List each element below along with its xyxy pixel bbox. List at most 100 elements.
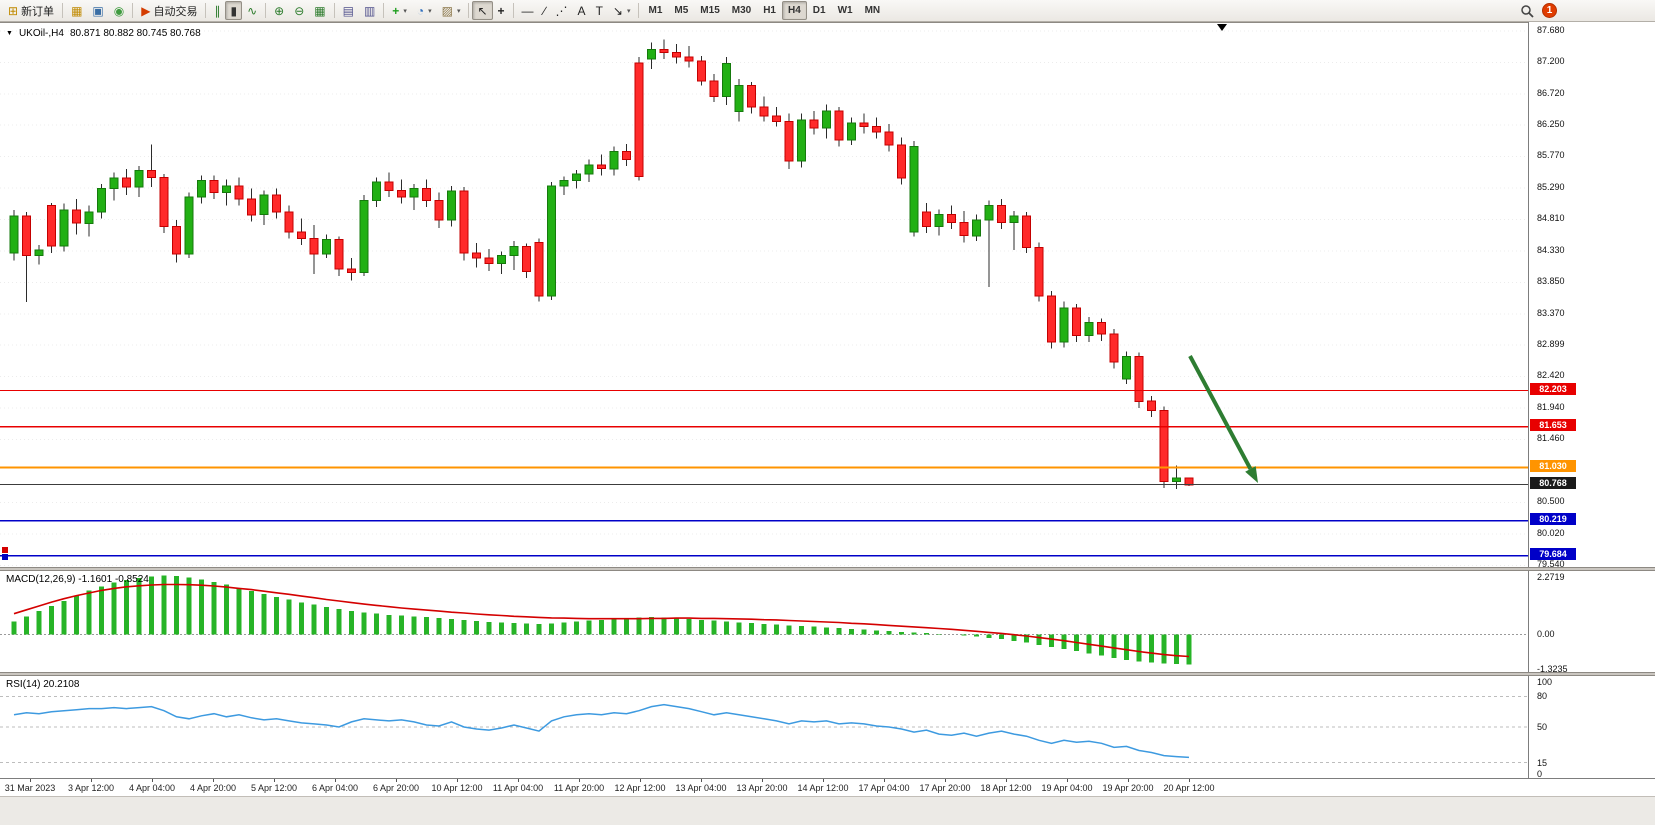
price-axis: 87.680 87.200 86.720 86.250 85.770 85.290 84.8… xyxy=(1528,22,1655,779)
time-tick-label: 17 Apr 20:00 xyxy=(919,783,971,793)
bottom-strip xyxy=(0,796,1655,825)
price-tick-label: 83.370 xyxy=(1537,307,1565,318)
rsi-tick-label: 0 xyxy=(1537,769,1543,779)
time-tick-label: 6 Apr 20:00 xyxy=(372,783,420,793)
candlestick-button[interactable]: ▮ xyxy=(225,1,243,20)
macd-pane[interactable]: MACD(12,26,9) -1.1601 -0.8524 xyxy=(0,571,1528,672)
period-button-dropdown-caret[interactable]: ▾ xyxy=(428,7,432,15)
time-tick-mark xyxy=(213,779,214,782)
time-tick-label: 3 Apr 12:00 xyxy=(67,783,115,793)
line-chart-icon: ∿ xyxy=(247,3,258,18)
price-badge: 81.653 xyxy=(1530,418,1576,431)
notification-badge[interactable]: 1 xyxy=(1542,3,1557,18)
template-button[interactable]: ▨ ▾ xyxy=(437,1,466,20)
new-order-button[interactable]: ⊞ 新订单 xyxy=(3,1,59,20)
price-tick-label: 87.200 xyxy=(1537,56,1565,67)
zoom-out-icon: ⊖ xyxy=(294,3,305,18)
profiles-button[interactable]: ▣ xyxy=(87,1,108,20)
indicators-window-button[interactable]: ▤ xyxy=(338,1,359,20)
symbol-title: UKOil-,H4 xyxy=(18,28,64,39)
tf-m15-button[interactable]: M15 xyxy=(694,1,725,20)
tf-mn-button[interactable]: MN xyxy=(859,1,887,20)
cursor-button[interactable]: ↖ xyxy=(472,1,493,20)
text-label-icon: T xyxy=(595,3,603,18)
crosshair-button[interactable]: + xyxy=(493,1,510,20)
time-tick-label: 11 Apr 04:00 xyxy=(492,783,544,793)
tf-d1-button[interactable]: D1 xyxy=(807,1,832,20)
fibonacci-button[interactable]: ⋰ xyxy=(551,1,573,20)
arrows-button-dropdown-caret[interactable]: ▾ xyxy=(626,7,631,15)
toolbar-right: 1 xyxy=(1520,3,1652,18)
time-tick-label: 14 Apr 12:00 xyxy=(797,783,849,793)
candlestick-icon: ▮ xyxy=(230,3,238,18)
collapse-arrow-icon[interactable]: ▼ xyxy=(6,30,13,37)
arrow-tools-icon: ↘ xyxy=(612,3,623,18)
time-tick-label: 19 Apr 20:00 xyxy=(1102,783,1154,793)
time-tick-mark xyxy=(1067,779,1068,782)
navigator-button[interactable]: ◉ xyxy=(109,1,129,20)
tf-m5-button[interactable]: M5 xyxy=(668,1,694,20)
bar-chart-button[interactable]: ∥ xyxy=(209,1,225,20)
crosshair-icon: + xyxy=(497,3,505,18)
arrows-button[interactable]: ↘ ▾ xyxy=(608,1,636,20)
new-order-icon: ⊞ xyxy=(8,3,19,18)
toolbar-separator xyxy=(638,3,640,18)
price-badge: 81.030 xyxy=(1530,459,1576,472)
time-tick-label: 31 Mar 2023 xyxy=(4,783,56,793)
price-tick-label: 82.420 xyxy=(1537,370,1565,381)
auto-trading-button[interactable]: ▶ 自动交易 xyxy=(136,1,202,20)
tf-m5-button-label: M5 xyxy=(674,5,689,16)
add-indicator-button[interactable]: + ▾ xyxy=(387,1,412,20)
add-indicator-button-dropdown-caret[interactable]: ▾ xyxy=(403,7,407,15)
tf-w1-button[interactable]: W1 xyxy=(832,1,859,20)
toolbar-separator xyxy=(383,3,385,18)
tf-h4-button[interactable]: H4 xyxy=(782,1,807,20)
toolbar-separator xyxy=(265,3,267,18)
main-chart-pane[interactable]: ▼ UKOil-,H4 80.871 80.882 80.745 80.768 xyxy=(0,22,1528,567)
time-tick-label: 5 Apr 12:00 xyxy=(250,783,298,793)
time-tick-mark xyxy=(457,779,458,782)
period-button[interactable]: ◔ ▾ xyxy=(412,1,437,20)
price-tick-label: 86.250 xyxy=(1537,118,1565,129)
pane-splitter-macd[interactable] xyxy=(0,567,1655,571)
rsi-label: RSI(14) 20.2108 xyxy=(6,679,80,690)
navigator-icon: ◉ xyxy=(113,3,125,18)
price-tick-label: 79.540 xyxy=(1537,559,1565,570)
zoom-out-button[interactable]: ⊖ xyxy=(289,1,309,20)
tf-m30-button[interactable]: M30 xyxy=(726,1,757,20)
rsi-pane[interactable]: RSI(14) 20.2108 xyxy=(0,676,1528,778)
ohlc-bars-icon: ∥ xyxy=(214,3,221,18)
charts-button[interactable]: ▦ xyxy=(66,1,87,20)
line-chart-button[interactable]: ∿ xyxy=(242,1,262,20)
price-badge: 80.219 xyxy=(1530,512,1576,525)
search-icon[interactable] xyxy=(1520,4,1534,18)
horizontal-line-button[interactable]: — xyxy=(517,1,539,20)
trendline-button[interactable]: ∕ xyxy=(539,1,551,20)
tf-h1-button[interactable]: H1 xyxy=(757,1,782,20)
time-tick-label: 12 Apr 12:00 xyxy=(614,783,666,793)
new-order-button-label: 新订单 xyxy=(21,5,55,18)
price-tick-label: 81.940 xyxy=(1537,401,1565,412)
time-tick-mark xyxy=(701,779,702,782)
price-tick-label: 87.680 xyxy=(1537,24,1565,35)
pane-splitter-rsi[interactable] xyxy=(0,672,1655,676)
tf-m1-button[interactable]: M1 xyxy=(642,1,668,20)
template-button-dropdown-caret[interactable]: ▾ xyxy=(456,7,461,15)
time-tick-label: 4 Apr 04:00 xyxy=(128,783,176,793)
tf-m1-button-label: M1 xyxy=(648,5,663,16)
toolbar-separator xyxy=(62,3,64,18)
tile-windows-button[interactable]: ▦ xyxy=(309,1,330,20)
candlestick-chart xyxy=(0,24,1528,566)
zoom-in-icon: ⊕ xyxy=(274,3,285,18)
price-tick-label: 84.810 xyxy=(1537,213,1565,224)
zoom-in-button[interactable]: ⊕ xyxy=(269,1,289,20)
objects-window-button[interactable]: ▥ xyxy=(359,1,380,20)
text-label-button[interactable]: T xyxy=(591,1,608,20)
macd-tick-label: -1.3235 xyxy=(1537,663,1568,674)
time-tick-mark xyxy=(1006,779,1007,782)
horizontal-line-icon: — xyxy=(521,3,534,18)
toolbar-groups: ⊞ 新订单 ▦ ▣ ◉ ▶ 自动交易 ∥ ▮ ∿ ⊕ ⊖ ▦ ▤ ▥ + ▾ ◔ ▾ ▨ ▾ ↖ + — ∕ ⋰ A T ↘ ▾ M1 M5 M… xyxy=(3,0,886,21)
price-tick-label: 85.770 xyxy=(1537,150,1565,161)
cursor-icon: ↖ xyxy=(477,3,488,18)
text-button[interactable]: A xyxy=(573,1,591,20)
